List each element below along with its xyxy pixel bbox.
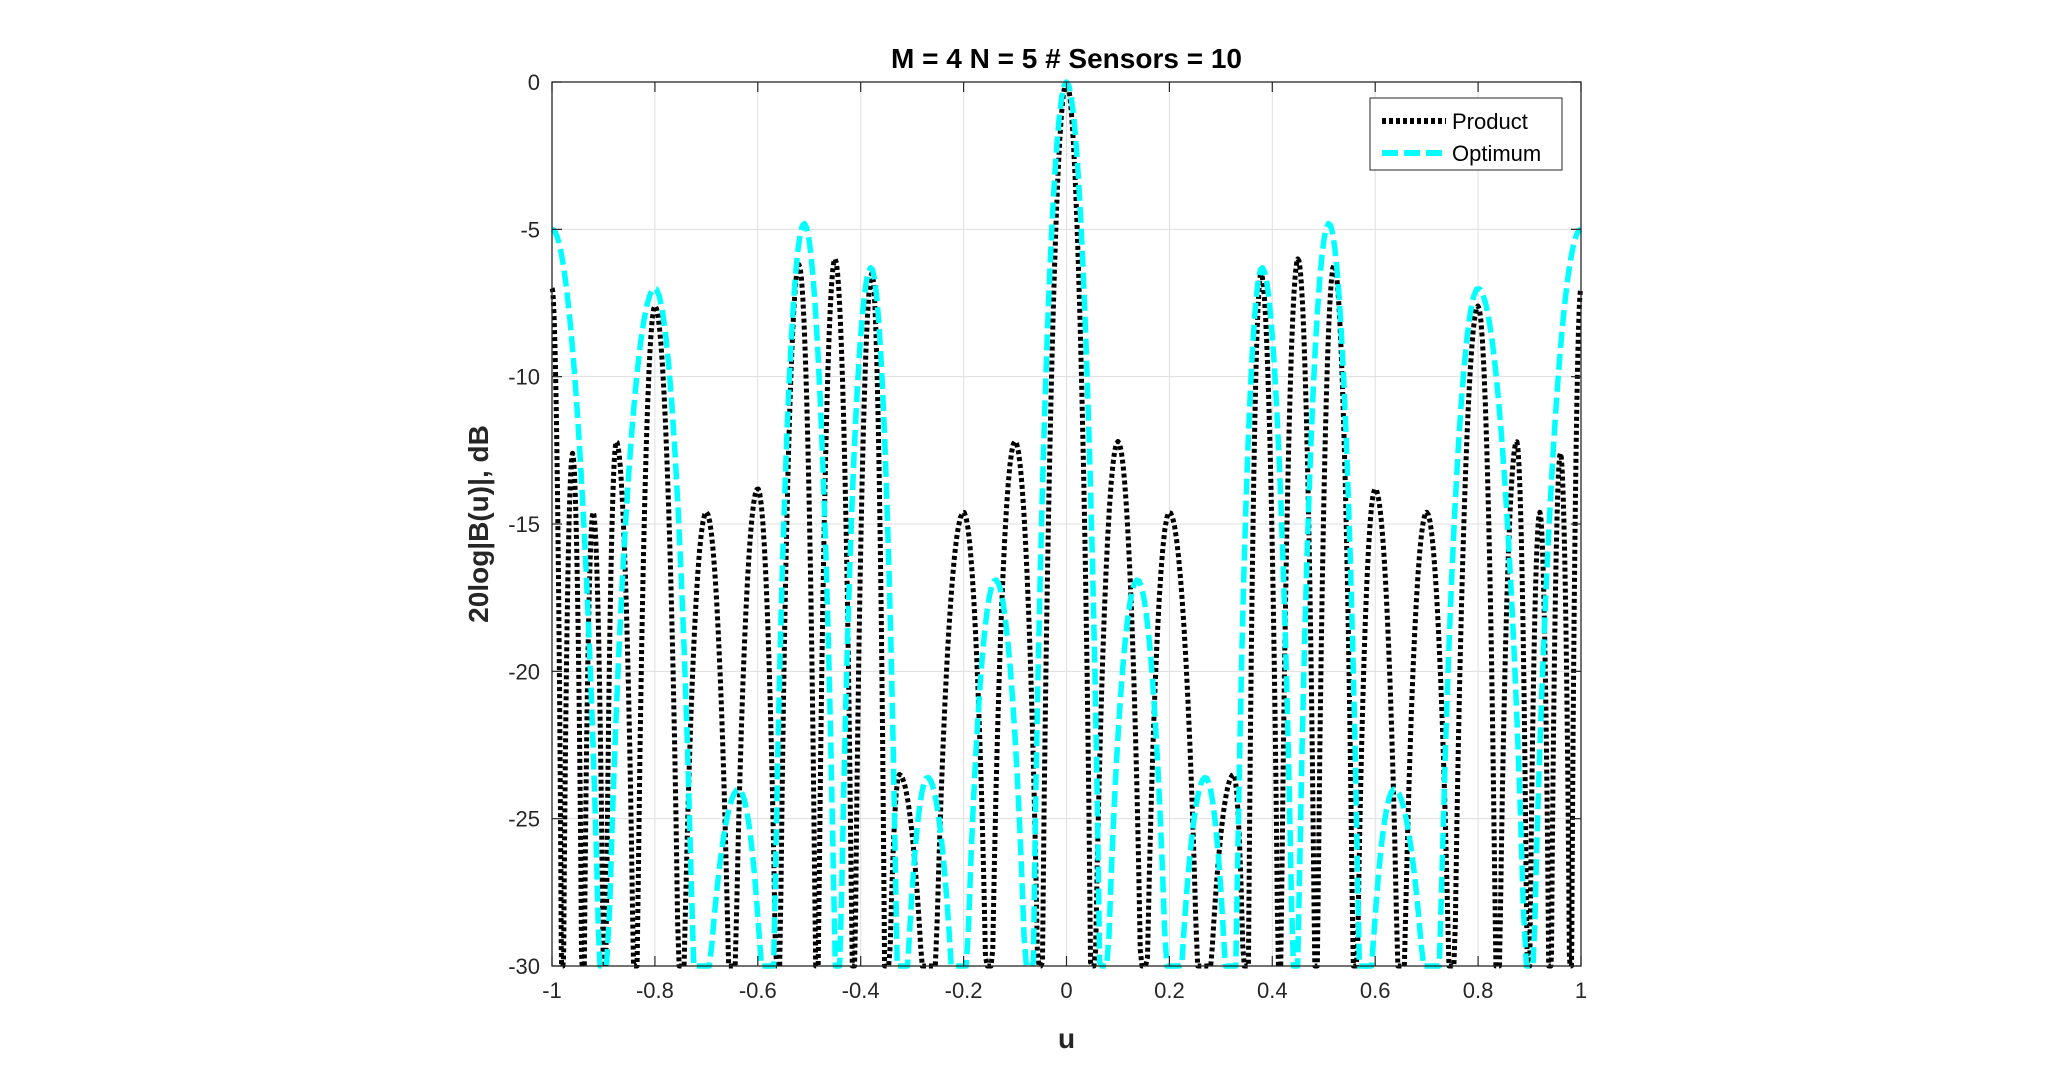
x-tick-label: -0.6 (739, 978, 777, 1003)
y-tick-label: -25 (508, 807, 540, 832)
x-tick-label: 1 (1575, 978, 1587, 1003)
legend: Product Optimum (1369, 97, 1563, 171)
y-tick-label: -30 (508, 954, 540, 979)
x-tick-label: 0.2 (1154, 978, 1185, 1003)
chart-title: M = 4 N = 5 # Sensors = 10 (891, 43, 1242, 74)
x-tick-label: -0.8 (636, 978, 674, 1003)
y-tick-label: -15 (508, 512, 540, 537)
y-tick-label: -20 (508, 659, 540, 684)
legend-label-optimum: Optimum (1452, 141, 1541, 166)
x-tick-label: 0.8 (1463, 978, 1494, 1003)
x-tick-label: 0.6 (1360, 978, 1391, 1003)
y-tick-label: -10 (508, 365, 540, 390)
y-tick-label: -5 (520, 217, 540, 242)
y-tick-label: 0 (528, 70, 540, 95)
legend-label-product: Product (1452, 109, 1528, 134)
ticks: -1 -0.8 -0.6 -0.4 -0.2 0 0.2 0.4 0.6 0.8 1 0 -5 -10 -1… (508, 70, 1587, 1003)
x-tick-label: 0.4 (1257, 978, 1288, 1003)
x-tick-label: -1 (542, 978, 562, 1003)
legend-box (1369, 97, 1563, 171)
x-axis-label: u (1058, 1023, 1075, 1054)
x-tick-label: -0.4 (842, 978, 880, 1003)
y-axis-label: 20log|B(u)|, dB (463, 425, 494, 623)
x-tick-label: -0.2 (945, 978, 983, 1003)
x-tick-label: 0 (1060, 978, 1072, 1003)
